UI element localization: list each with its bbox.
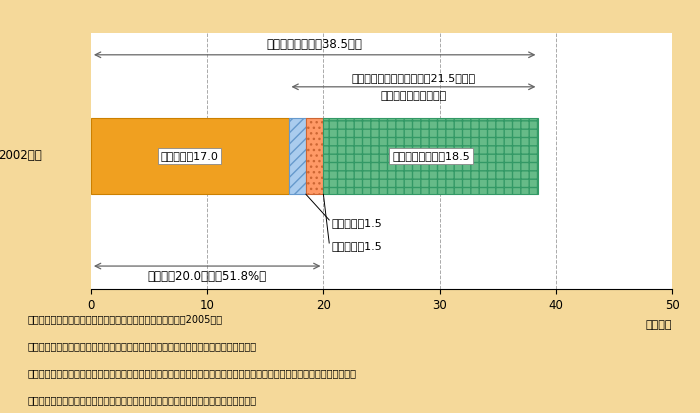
Text: 2002年度: 2002年度 bbox=[0, 150, 41, 162]
Text: 実質の私費負担　18.5: 実質の私費負担 18.5 bbox=[392, 151, 470, 161]
Text: 現物給付　17.0: 現物給付 17.0 bbox=[161, 151, 218, 161]
Text: （兆円）: （兆円） bbox=[645, 320, 672, 330]
Bar bbox=[288, 118, 306, 195]
Bar bbox=[323, 118, 538, 195]
Text: 公費負担20.0兆円（51.8%）: 公費負担20.0兆円（51.8%） bbox=[148, 270, 267, 283]
Text: 注：端数を四捨五入しているため、総額の合計値は細目の積み上げ値と合致しない。: 注：端数を四捨五入しているため、総額の合計値は細目の積み上げ値と合致しない。 bbox=[28, 341, 257, 351]
Text: 図中、「現物給付」とは、保育や教育などサービスとして提供すること、「現金給付」とは児童手当のように現金で給: 図中、「現物給付」とは、保育や教育などサービスとして提供すること、「現金給付」と… bbox=[28, 368, 357, 378]
Text: 子育て費用総額　38.5兆円: 子育て費用総額 38.5兆円 bbox=[267, 38, 363, 51]
Bar bbox=[306, 118, 323, 195]
Text: 資料：内閣府「社会全体の子育て費用に関する調査研究」（2005年）: 資料：内閣府「社会全体の子育て費用に関する調査研究」（2005年） bbox=[28, 314, 223, 324]
Text: （みかけの私費負担）: （みかけの私費負担） bbox=[380, 91, 447, 101]
Text: 子育てにかかる家計支出（21.5兆円）: 子育てにかかる家計支出（21.5兆円） bbox=[351, 73, 475, 83]
Text: 現金給付　1.5: 現金給付 1.5 bbox=[332, 218, 382, 228]
Bar bbox=[91, 118, 288, 195]
Text: 付支給すること。「支払免除」とは、子どもの扶養控除等による減税額をいう。: 付支給すること。「支払免除」とは、子どもの扶養控除等による減税額をいう。 bbox=[28, 395, 257, 405]
Text: 支払免除　1.5: 支払免除 1.5 bbox=[332, 240, 382, 251]
